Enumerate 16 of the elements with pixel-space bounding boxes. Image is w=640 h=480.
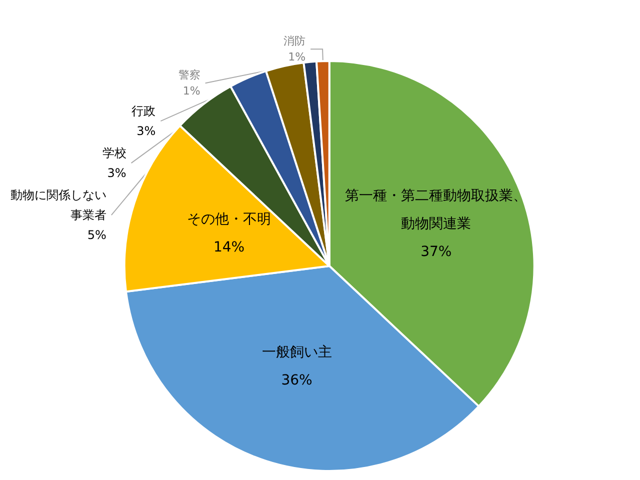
slice-label: 警察 <box>178 68 200 82</box>
data-label: 37% <box>420 244 452 260</box>
data-label: 3% <box>136 124 156 138</box>
slice-label: 消防 <box>284 34 306 48</box>
slice-label: 第一種・第二種動物取扱業、動物関連業 <box>345 188 528 232</box>
data-label: 1% <box>288 50 306 64</box>
data-label: 1% <box>182 84 200 98</box>
slice-label: その他・不明 <box>187 211 272 228</box>
slice-label: 動物に関係しない事業者 <box>10 188 106 222</box>
slice-label: 行政 <box>132 104 156 118</box>
data-label: 5% <box>87 228 106 242</box>
slice-label: 一般飼い主 <box>262 344 332 360</box>
data-label: 3% <box>107 166 126 180</box>
slice-label: 学校 <box>102 146 126 160</box>
data-label: 14% <box>213 239 245 256</box>
data-label: 36% <box>281 372 312 388</box>
